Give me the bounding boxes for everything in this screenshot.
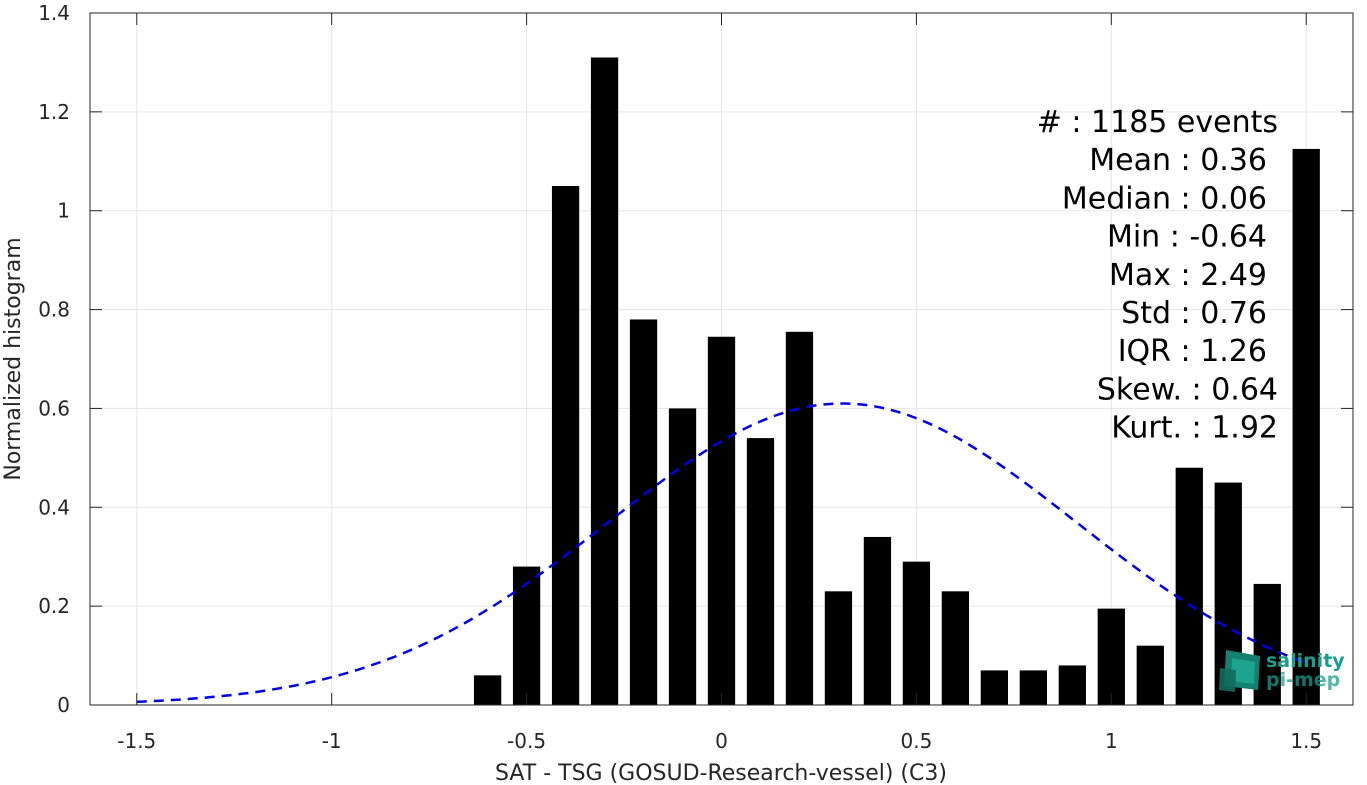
- logo-line2: pi-mep: [1266, 669, 1340, 691]
- cube-logo-icon: [1219, 650, 1260, 692]
- x-tick-label: 1: [1105, 729, 1118, 753]
- histogram-bar: [1058, 665, 1086, 705]
- x-tick-label: 1.5: [1290, 729, 1322, 753]
- histogram-bar: [746, 438, 775, 705]
- y-tick-label: 0.8: [38, 298, 70, 322]
- histogram-bar: [590, 57, 619, 705]
- histogram-bar: [707, 336, 736, 705]
- statistic-line: # : 1185 events: [1037, 105, 1278, 140]
- x-axis-label: SAT - TSG (GOSUD-Research-vessel) (C3): [495, 761, 947, 785]
- y-tick-label: 1.4: [38, 1, 70, 25]
- statistic-line: IQR : 1.26: [1118, 334, 1267, 369]
- y-tick-label: 0: [57, 693, 70, 717]
- histogram-bar: [863, 536, 892, 705]
- histogram-bar: [1097, 608, 1125, 705]
- histogram-bar: [668, 408, 697, 705]
- y-tick-label: 0.4: [38, 495, 70, 519]
- salinity-pi-mep-logo: salinity pi-mep: [1219, 650, 1345, 692]
- histogram-bar: [473, 675, 502, 705]
- histogram-bar: [902, 561, 931, 705]
- x-tick-label: 0: [715, 729, 728, 753]
- histogram-bar: [980, 670, 1009, 705]
- histogram-bar: [512, 566, 541, 705]
- histogram-bar: [1136, 645, 1164, 705]
- histogram-bars: [473, 57, 1320, 705]
- y-axis-label: Normalized histogram: [1, 237, 26, 480]
- statistic-line: Kurt. : 1.92: [1111, 411, 1278, 446]
- y-tick-label: 1: [57, 199, 70, 223]
- histogram-bar: [1292, 148, 1320, 705]
- statistic-line: Median : 0.06: [1062, 181, 1267, 216]
- statistic-line: Mean : 0.36: [1089, 143, 1267, 178]
- axes-frame: [89, 12, 1354, 706]
- x-tick-label: -1.5: [117, 729, 156, 753]
- histogram-bar: [785, 331, 814, 705]
- tick-labels: -1.5 -1 -0.5 0 0.5 1 1.5 0 0.2 0.4 0.6 0.8 1 1.2 1.4: [38, 1, 1322, 753]
- grid-lines: [90, 12, 1353, 706]
- x-tick-label: -1: [322, 729, 342, 753]
- statistic-line: Skew. : 0.64: [1097, 372, 1278, 407]
- gaussian-fit-curve: [136, 402, 1307, 704]
- y-tick-label: 1.2: [38, 100, 70, 124]
- statistic-line: Min : -0.64: [1107, 220, 1267, 255]
- histogram-bar: [941, 591, 970, 705]
- fit-curve-line: [136, 402, 1307, 704]
- statistic-line: Std : 0.76: [1121, 296, 1267, 331]
- histogram-bar: [629, 319, 658, 705]
- histogram-bar: [1175, 467, 1203, 705]
- y-tick-label: 0.2: [38, 594, 70, 618]
- y-tick-label: 0.6: [38, 396, 70, 420]
- histogram-bar: [1019, 670, 1047, 705]
- x-tick-label: 0.5: [901, 729, 933, 753]
- logo-line1: salinity: [1266, 650, 1345, 672]
- x-tick-label: -0.5: [507, 729, 546, 753]
- statistic-line: Max : 2.49: [1109, 258, 1267, 293]
- histogram-bar: [551, 186, 580, 705]
- histogram-bar: [824, 591, 853, 705]
